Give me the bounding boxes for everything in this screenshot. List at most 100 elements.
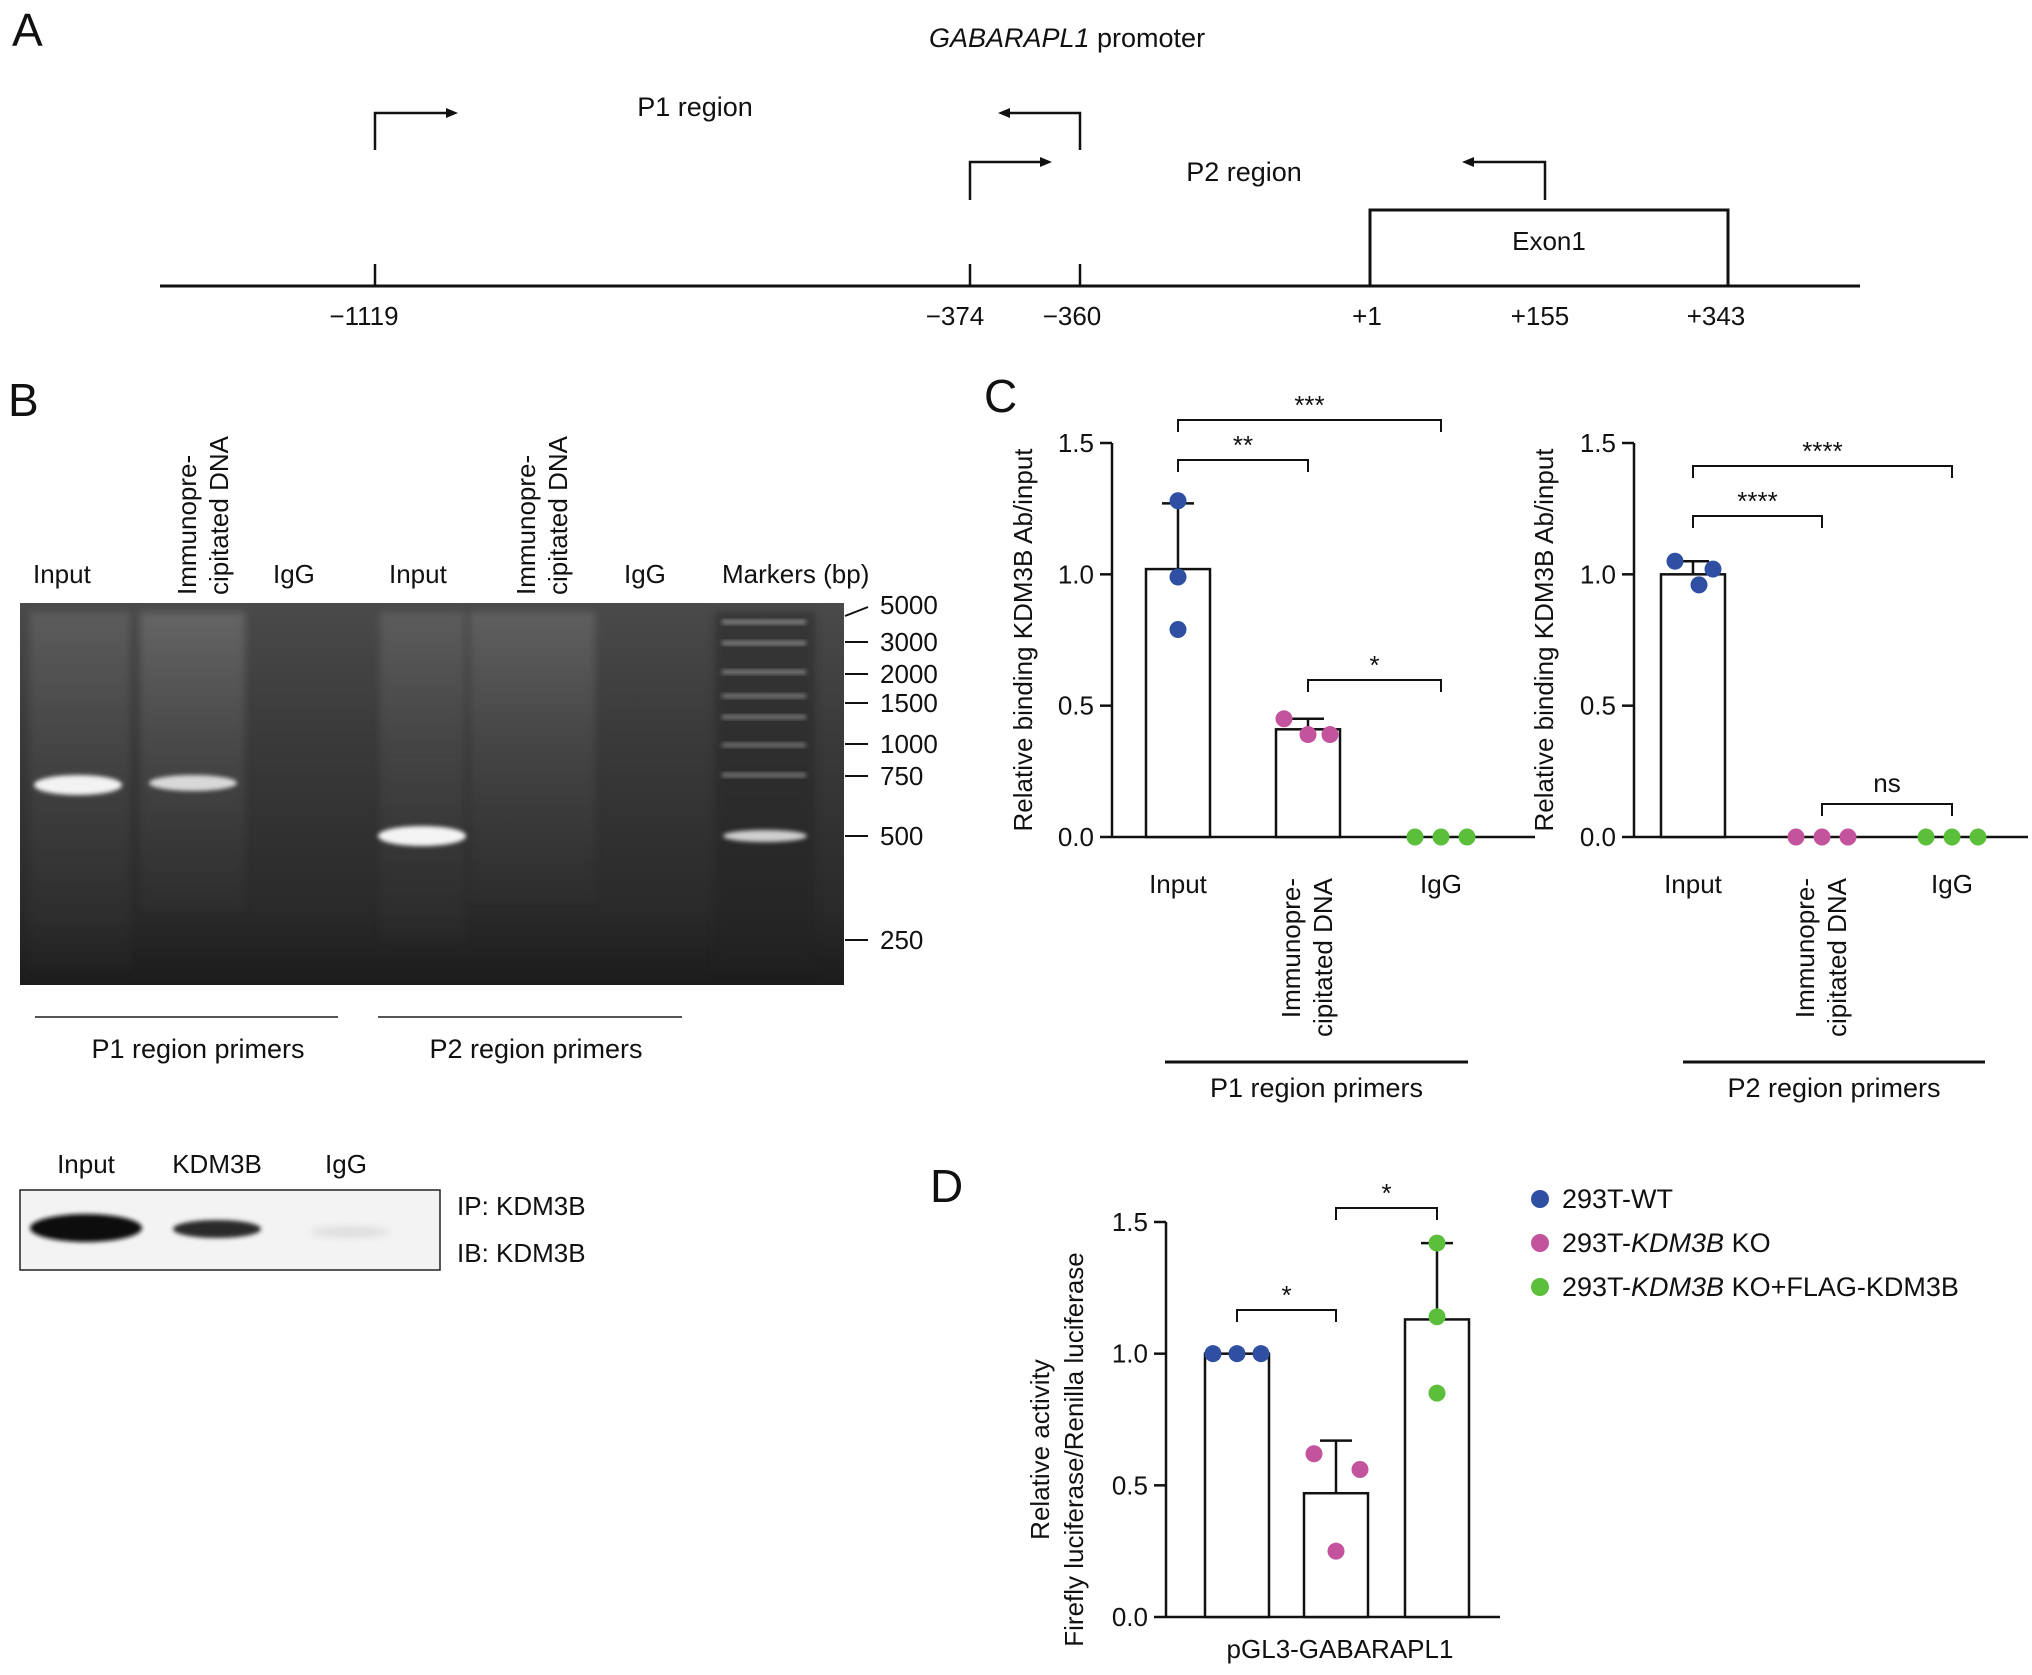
y-tick-label: 0.5 [1112, 1470, 1148, 1500]
significance-bracket [1177, 419, 1442, 432]
gel-lane-label-igg-2: IgG [624, 559, 666, 589]
data-point [1299, 726, 1317, 744]
data-point [1704, 560, 1722, 578]
marker-size-label: 1000 [880, 729, 938, 759]
data-point [1813, 828, 1831, 846]
panel-letter-c: C [984, 370, 1017, 422]
significance-label: **** [1802, 436, 1842, 466]
legend-entry: 293T-KDM3B KO+FLAG-KDM3B [1562, 1272, 1959, 1302]
y-tick-label: 1.0 [1580, 559, 1616, 589]
x-tick-label: IgG [1420, 869, 1462, 899]
panel-c: C 0.0 0.5 1.0 1.5 Relative binding KDM3B Ab/… [984, 370, 2028, 1103]
data-point [1169, 568, 1187, 586]
y-tick-label: 1.5 [1058, 428, 1094, 458]
position-label: −360 [1043, 301, 1102, 331]
exon1-label: Exon1 [1512, 226, 1586, 256]
panel-letter-b: B [8, 374, 39, 426]
legend-marker [1531, 1234, 1549, 1252]
promoter-title-suffix: promoter [1090, 23, 1206, 53]
data-point [1321, 726, 1339, 744]
position-label: +1 [1352, 301, 1382, 331]
marker-scale: 5000 3000 2000 1500 1000 750 500 250 [844, 590, 938, 955]
data-point [1432, 828, 1450, 846]
x-axis-label: pGL3-GABARAPL1 [1227, 1634, 1454, 1664]
data-point [1690, 576, 1708, 594]
data-point [1969, 828, 1987, 846]
significance-bracket [1692, 515, 1823, 528]
significance-label: * [1281, 1280, 1291, 1310]
blot-lane-label-input: Input [57, 1149, 116, 1179]
gel-lane-label-ip-2a: Immunopre- [511, 455, 541, 595]
data-point [1228, 1345, 1246, 1363]
data-point [1666, 552, 1684, 570]
gel-lane-label-ip-1a: Immunopre- [172, 455, 202, 595]
data-point [1917, 828, 1935, 846]
data-point [1839, 828, 1857, 846]
bar [1203, 1352, 1271, 1619]
y-tick-label: 0.5 [1580, 691, 1616, 721]
legend-marker [1531, 1278, 1549, 1296]
p1-reverse-primer-arrow [1008, 111, 1082, 150]
y-tick-label: 0.5 [1058, 691, 1094, 721]
y-tick-label: 1.5 [1112, 1207, 1148, 1237]
significance-label: *** [1294, 390, 1324, 420]
blot-ib-label: IB: KDM3B [457, 1238, 586, 1268]
data-point [1169, 620, 1187, 638]
x-tick-label: Input [1149, 869, 1208, 899]
bar [1659, 573, 1727, 839]
arrowhead-icon [1462, 157, 1474, 167]
bar [1274, 728, 1342, 839]
significance-label: * [1381, 1178, 1391, 1208]
marker-size-label: 2000 [880, 659, 938, 689]
marker-size-label: 250 [880, 925, 923, 955]
panel-letter-a: A [12, 4, 43, 56]
y-axis-label: Relative binding KDM3B Ab/input [1008, 448, 1038, 832]
position-label: +343 [1687, 301, 1746, 331]
y-axis-label: Firefly luciferase/Renilla luciferase [1059, 1252, 1089, 1646]
data-point [1428, 1308, 1446, 1326]
legend-entry: 293T-KDM3B KO [1562, 1228, 1771, 1258]
data-point [1169, 492, 1187, 510]
panel-b: B Input Immunopre- cipitated DNA IgG Inp… [8, 374, 938, 1271]
significance-bracket [1692, 465, 1953, 478]
data-point [1787, 828, 1805, 846]
position-label: −1119 [329, 301, 398, 331]
gel-lane-label-igg-1: IgG [273, 559, 315, 589]
significance-label: ns [1873, 768, 1900, 798]
panel-d: D 0.0 0.5 1.0 1.5 Relative activity Firefly l… [930, 1160, 1959, 1664]
gel-lane-label-ip-1b: cipitated DNA [204, 435, 234, 595]
y-tick-label: 0.0 [1058, 822, 1094, 852]
agarose-gel-image [20, 603, 844, 985]
marker-size-label: 500 [880, 821, 923, 851]
significance-label: ** [1233, 430, 1253, 460]
gel-group-label-p2: P2 region primers [429, 1034, 642, 1064]
significance-bracket [1236, 1309, 1337, 1322]
arrowhead-icon [998, 108, 1010, 118]
group-label: P1 region primers [1210, 1073, 1423, 1103]
bar [1144, 567, 1212, 839]
promoter-gene-name: GABARAPL1 [929, 23, 1090, 53]
marker-size-label: 1500 [880, 688, 938, 718]
x-tick-label: Input [1664, 869, 1723, 899]
data-point [1275, 710, 1293, 728]
p2-region-label: P2 region [1186, 157, 1302, 187]
data-point [1204, 1345, 1222, 1363]
significance-bracket [1821, 803, 1953, 816]
y-tick-label: 1.0 [1112, 1339, 1148, 1369]
data-point [1252, 1345, 1270, 1363]
x-tick-label: IgG [1931, 869, 1973, 899]
chart-d: 0.0 0.5 1.0 1.5 Relative activity Firefly luc… [1025, 1178, 1959, 1664]
marker-size-label: 3000 [880, 627, 938, 657]
promoter-title: GABARAPL1 promoter [929, 23, 1205, 53]
p1-forward-primer-arrow [373, 111, 448, 150]
arrowhead-icon [446, 108, 458, 118]
legend-marker [1531, 1190, 1549, 1208]
gel-group-label-p1: P1 region primers [91, 1034, 304, 1064]
y-tick-label: 0.0 [1580, 822, 1616, 852]
gel-markers-label: Markers (bp) [722, 559, 869, 589]
blot-ip-label: IP: KDM3B [457, 1191, 586, 1221]
group-label: P2 region primers [1727, 1073, 1940, 1103]
gel-lane-label-ip-2b: cipitated DNA [543, 435, 573, 595]
gel-lane-label-input-2: Input [389, 559, 448, 589]
